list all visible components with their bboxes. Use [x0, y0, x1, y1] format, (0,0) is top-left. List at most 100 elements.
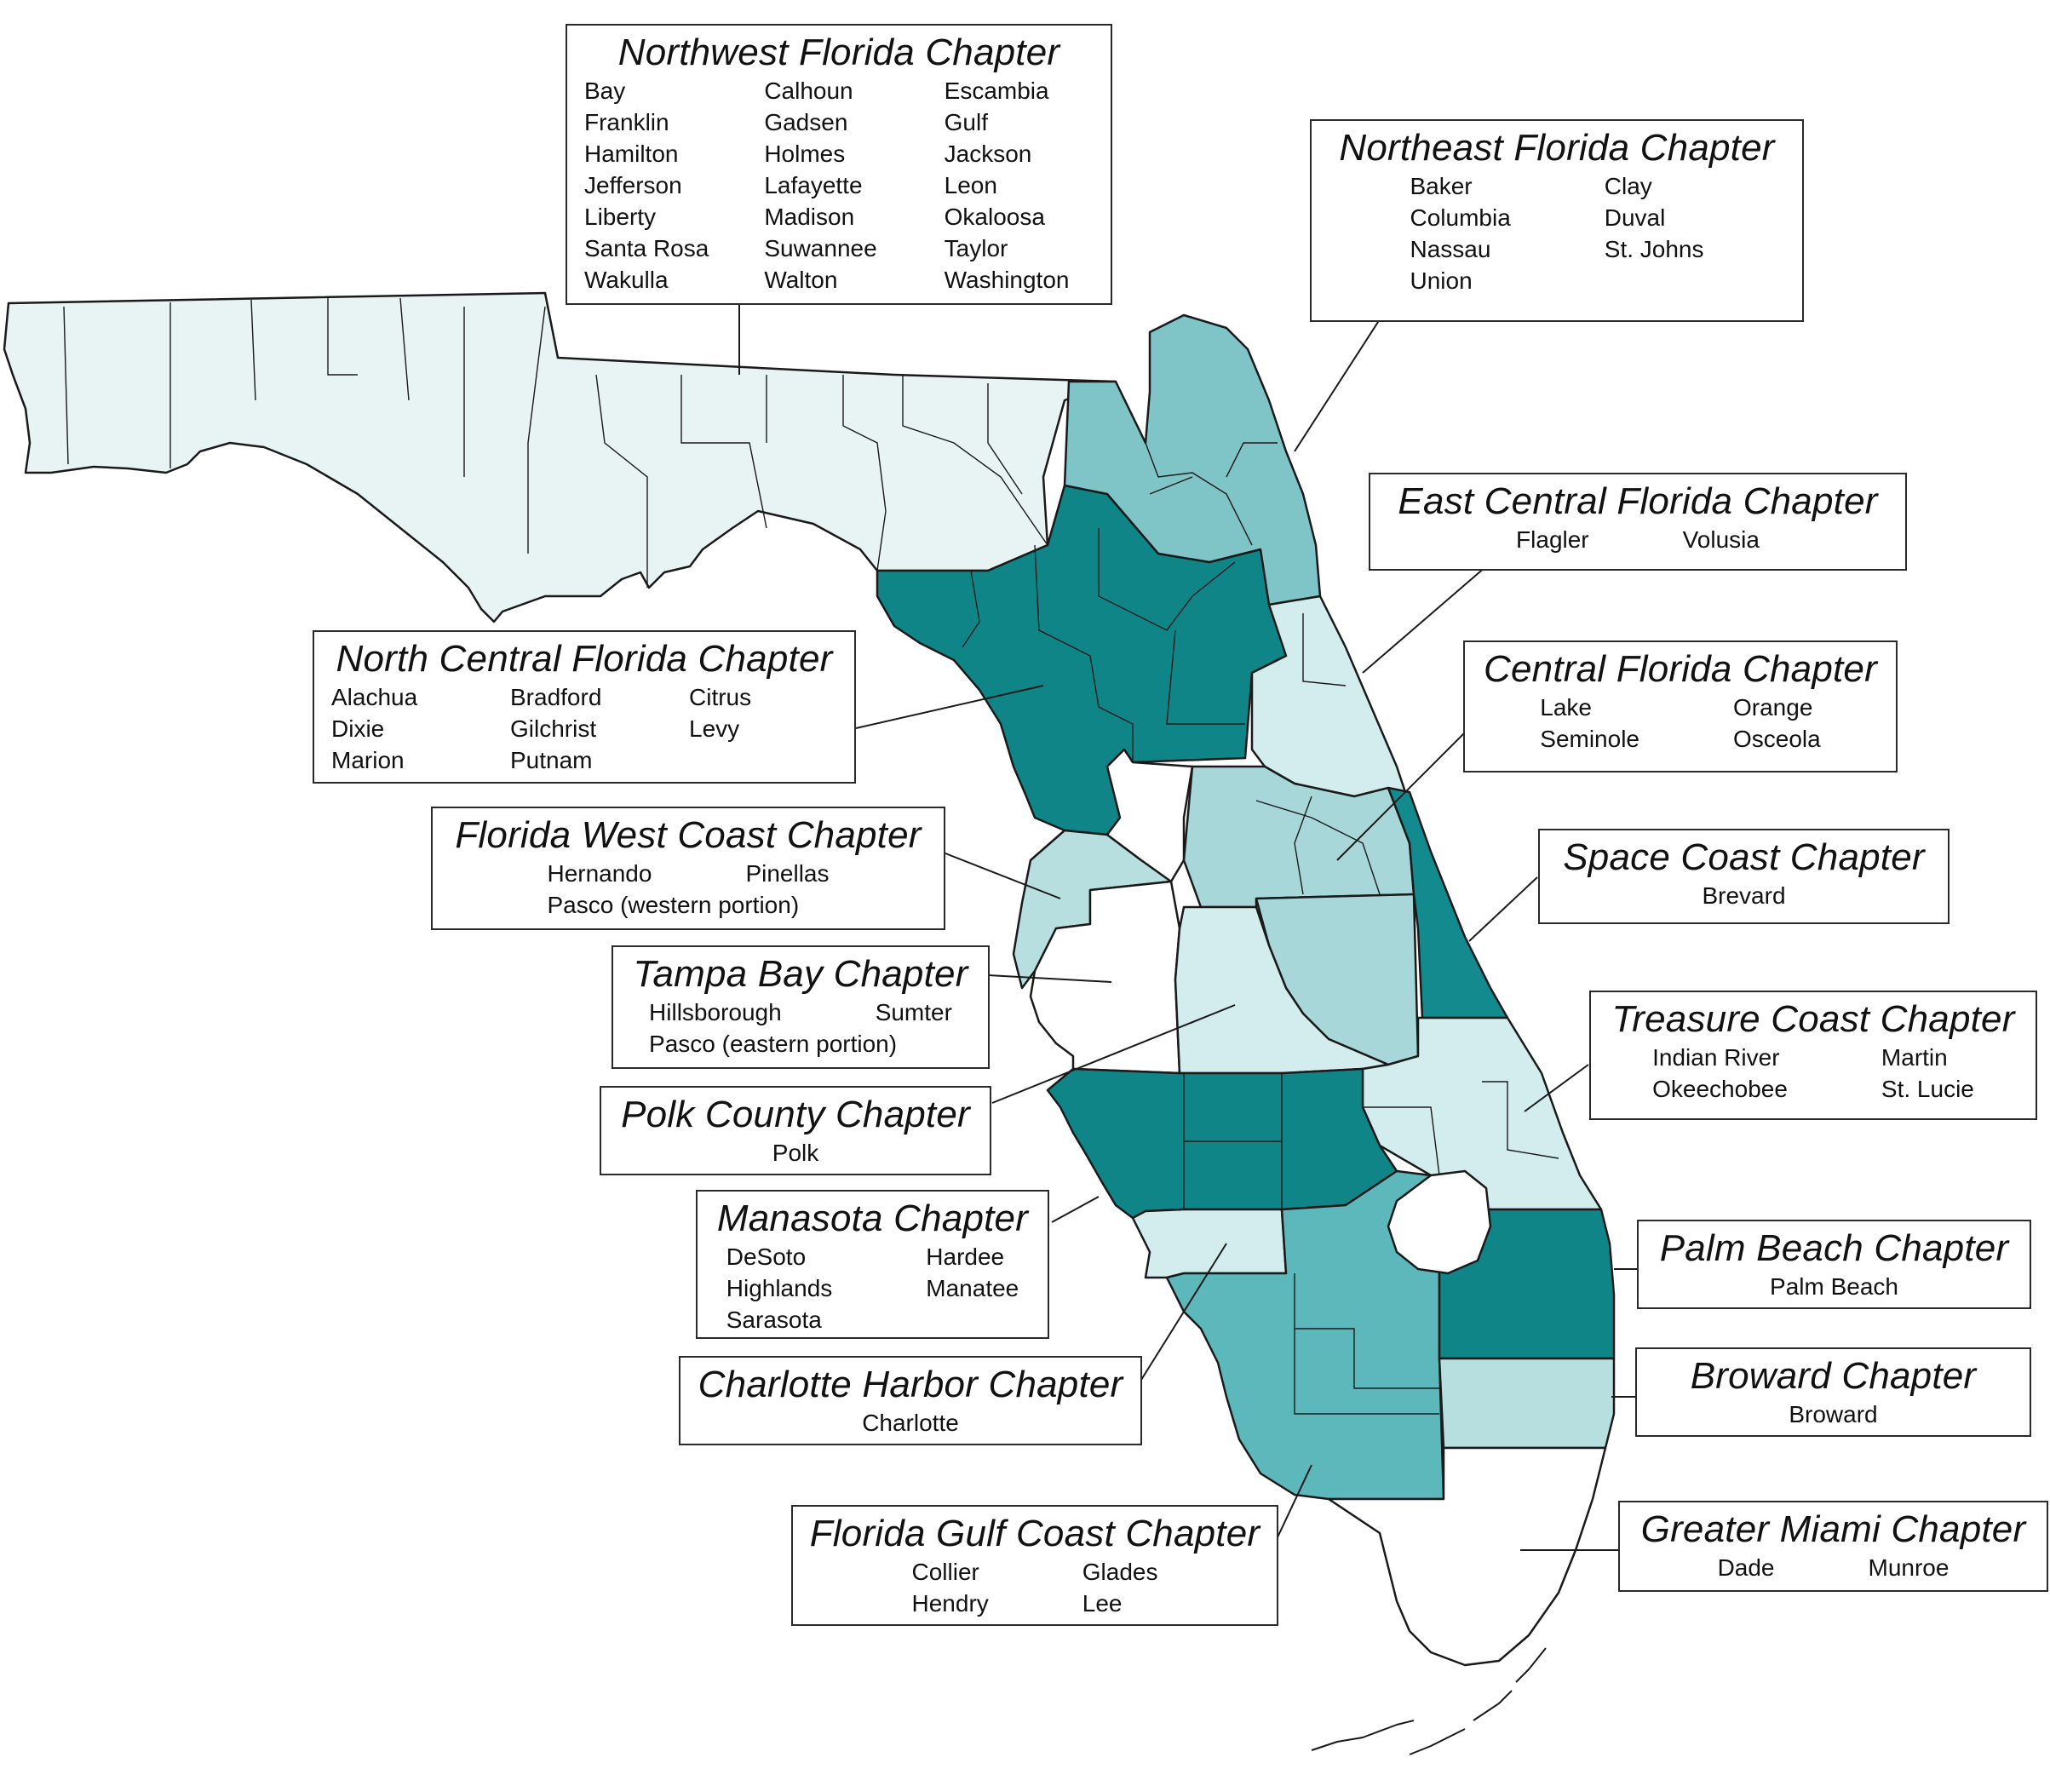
chapter-box-west-coast: Florida West Coast Chapter Hernando Pinell… — [431, 807, 945, 930]
chapter-title: Space Coast Chapter — [1563, 836, 1925, 878]
county-name: St. Johns — [1604, 236, 1704, 262]
county-name: Martin — [1881, 1044, 1948, 1071]
chapter-title: Tampa Bay Chapter — [633, 953, 968, 995]
county-name: Gadsen — [764, 109, 848, 135]
chapter-box-palm-beach: Palm Beach Chapter Palm Beach — [1637, 1220, 2031, 1309]
county-name: Baker — [1410, 173, 1473, 199]
county-name: Bradford — [510, 684, 602, 710]
chapter-box-space-coast: Space Coast Chapter Brevard — [1538, 829, 1950, 924]
county-list: Brevard — [1552, 880, 1936, 911]
county-name: Leon — [944, 172, 997, 198]
chapter-title: Florida Gulf Coast Chapter — [809, 1513, 1260, 1554]
county-list: Polk — [613, 1137, 978, 1169]
chapter-title: Central Florida Chapter — [1484, 648, 1877, 690]
county-list: Hillsborough Sumter Pasco (eastern portion… — [625, 997, 976, 1060]
chapter-box-central: Central Florida Chapter Lake Orange Seminol… — [1463, 640, 1898, 773]
county-name: Sumter — [875, 999, 952, 1025]
county-name: Wakulla — [584, 267, 669, 293]
county-name: Osceola — [1733, 726, 1821, 752]
county-name: Citrus — [689, 684, 752, 710]
county-name: Taylor — [944, 235, 1008, 261]
county-name: Nassau — [1410, 236, 1491, 262]
chapter-box-gulf-coast: Florida Gulf Coast Chapter Collier Glades H… — [791, 1505, 1278, 1626]
county-list: Indian River Martin Okeechobee St. Lucie — [1603, 1042, 2024, 1105]
county-name: Munroe — [1868, 1554, 1950, 1581]
county-name: Broward — [1789, 1401, 1878, 1427]
county-list: Alachua Bradford Citrus Dixie Gilchrist Levy M… — [326, 681, 842, 776]
county-name: Putnam — [510, 747, 593, 773]
county-name: Polk — [772, 1140, 819, 1166]
county-name: Okaloosa — [944, 204, 1045, 230]
chapter-title: Northwest Florida Chapter — [617, 32, 1060, 73]
county-name: Franklin — [584, 109, 669, 135]
county-name: Walton — [764, 267, 838, 293]
county-name: Hillsborough — [649, 999, 782, 1025]
county-name: Indian River — [1652, 1044, 1780, 1071]
chapter-box-tampa-bay: Tampa Bay Chapter Hillsborough Sumter Pasco… — [612, 945, 990, 1069]
county-name: Dade — [1717, 1554, 1775, 1581]
county-list: Palm Beach — [1651, 1271, 2018, 1302]
county-name: Palm Beach — [1770, 1273, 1898, 1300]
county-name: Santa Rosa — [584, 235, 709, 261]
county-name: Pasco (eastern portion) — [649, 1031, 898, 1057]
chapter-box-treasure-coast: Treasure Coast Chapter Indian River Martin… — [1589, 991, 2037, 1120]
chapter-title: Polk County Chapter — [621, 1094, 970, 1135]
county-name: DeSoto — [726, 1243, 807, 1270]
county-name: Volusia — [1682, 526, 1760, 553]
chapter-box-north-central: North Central Florida Chapter Alachua Brad… — [313, 630, 856, 784]
county-name: Hamilton — [584, 141, 679, 167]
county-name: Manatee — [926, 1275, 1019, 1301]
chapter-title: Florida West Coast Chapter — [455, 814, 922, 856]
county-name: Jackson — [944, 141, 1032, 167]
county-name: Hendry — [911, 1590, 989, 1617]
chapter-title: Treasure Coast Chapter — [1611, 998, 2015, 1040]
county-name: Marion — [331, 747, 405, 773]
region-northeast — [1063, 313, 1322, 606]
county-list: Charlotte — [692, 1407, 1128, 1439]
county-list: Flagler Volusia — [1382, 524, 1893, 555]
county-name: Bay — [584, 78, 626, 104]
county-name: Madison — [764, 204, 855, 230]
county-list: Dade Munroe — [1632, 1552, 2035, 1583]
county-name: Hardee — [926, 1243, 1005, 1270]
region-charlotte — [1131, 1208, 1288, 1279]
chapter-box-greater-miami: Greater Miami Chapter Dade Munroe — [1618, 1501, 2048, 1592]
chapter-title: Greater Miami Chapter — [1640, 1508, 2026, 1550]
county-name: Hernando — [547, 860, 652, 887]
chapter-title: Northeast Florida Chapter — [1339, 127, 1775, 169]
county-name: Dixie — [331, 715, 385, 742]
county-name: Escambia — [944, 78, 1049, 104]
county-name: Jefferson — [584, 172, 682, 198]
county-name: Levy — [689, 715, 740, 742]
county-name: Seminole — [1540, 726, 1639, 752]
chapter-title: East Central Florida Chapter — [1398, 480, 1878, 522]
county-name: Union — [1410, 267, 1473, 294]
county-name: Washington — [944, 267, 1070, 293]
county-name: Duval — [1604, 204, 1666, 231]
chapter-box-charlotte-harbor: Charlotte Harbor Chapter Charlotte — [679, 1356, 1142, 1445]
county-name: Orange — [1733, 694, 1813, 721]
chapter-title: Charlotte Harbor Chapter — [698, 1364, 1123, 1405]
chapter-box-east-central: East Central Florida Chapter Flagler Volus… — [1369, 473, 1907, 571]
county-name: Brevard — [1702, 882, 1786, 909]
chapter-box-polk: Polk County Chapter Polk — [600, 1086, 991, 1175]
county-list: Hernando Pinellas Pasco (western portion) — [445, 858, 932, 921]
region-manasota — [1046, 1067, 1398, 1220]
region-tampa-bay — [1105, 748, 1194, 883]
county-name: Liberty — [584, 204, 657, 230]
chapter-title: Broward Chapter — [1690, 1355, 1977, 1397]
chapter-box-broward: Broward Chapter Broward — [1635, 1347, 2031, 1437]
chapter-box-northwest: Northwest Florida Chapter Bay Calhoun Escam… — [566, 24, 1112, 305]
county-name: Highlands — [726, 1275, 833, 1301]
county-list: Collier Glades Hendry Lee — [805, 1556, 1265, 1619]
county-list: Broward — [1649, 1399, 2018, 1430]
county-name: Pasco (western portion) — [547, 892, 800, 918]
county-name: Clay — [1604, 173, 1652, 199]
county-name: Collier — [911, 1559, 979, 1585]
county-name: Flagler — [1516, 526, 1589, 553]
county-list: Lake Orange Seminole Osceola — [1477, 692, 1884, 755]
county-name: Charlotte — [862, 1410, 959, 1436]
county-name: Gilchrist — [510, 715, 597, 742]
county-name: Lake — [1540, 694, 1592, 721]
county-name: Lee — [1082, 1590, 1123, 1617]
